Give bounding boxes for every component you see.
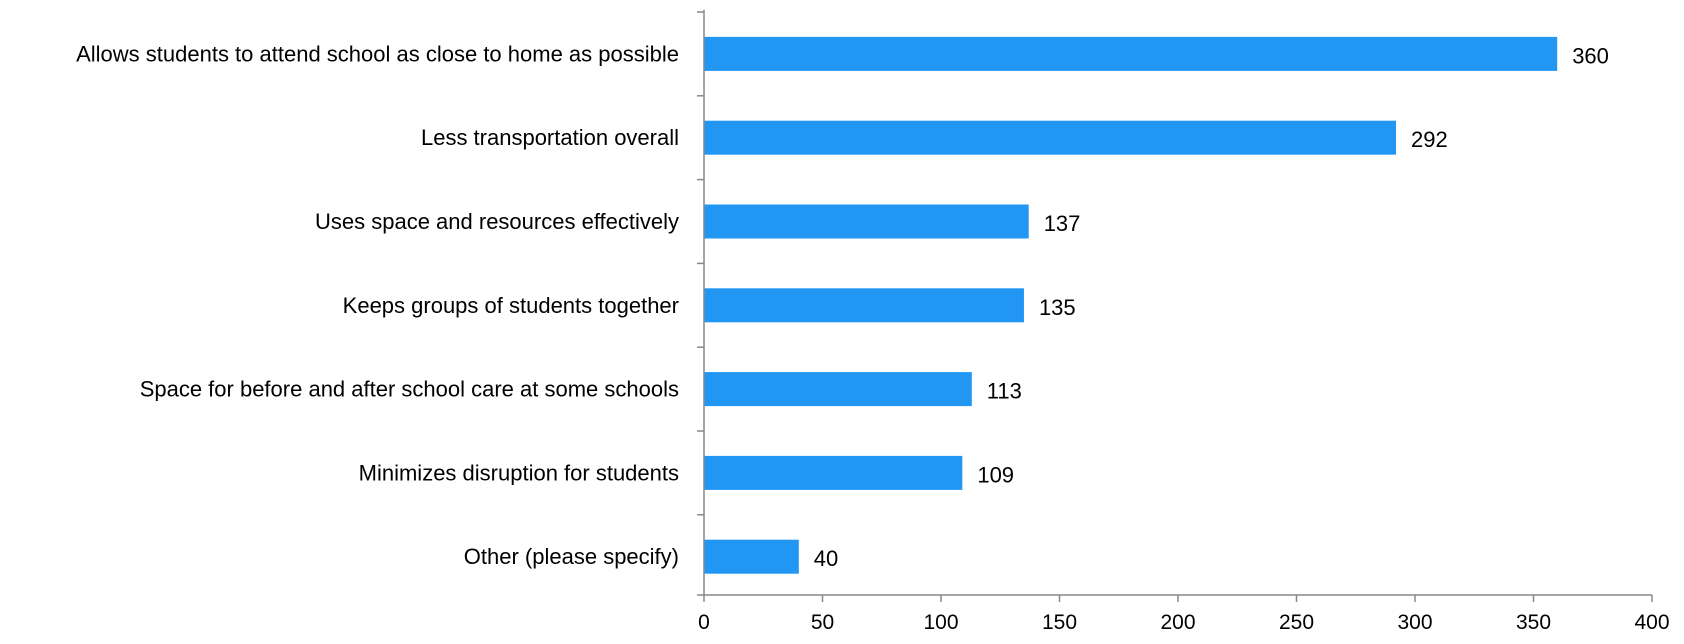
x-tick-label: 400: [1634, 611, 1669, 634]
data-label: 135: [1039, 295, 1076, 320]
data-label: 137: [1044, 211, 1081, 236]
x-tick-label: 200: [1160, 611, 1195, 634]
data-label: 113: [987, 379, 1022, 404]
bar: [704, 204, 1029, 239]
labels-layer: Allows students to attend school as clos…: [76, 41, 1669, 634]
category-label: Less transportation overall: [421, 125, 679, 150]
category-label: Keeps groups of students together: [343, 293, 679, 318]
bar: [704, 36, 1558, 71]
x-tick-label: 300: [1397, 611, 1432, 634]
axes-layer: [697, 10, 1653, 602]
data-label: 292: [1411, 127, 1448, 152]
bar: [704, 120, 1397, 155]
bar: [704, 539, 799, 574]
x-tick-label: 50: [811, 611, 834, 634]
category-label: Uses space and resources effectively: [315, 209, 679, 234]
bar: [704, 455, 963, 490]
data-label: 360: [1572, 43, 1609, 68]
bars-layer: [704, 36, 1558, 574]
data-label: 109: [977, 462, 1014, 487]
x-tick-label: 100: [923, 611, 958, 634]
data-label: 40: [814, 546, 838, 571]
x-tick-label: 150: [1042, 611, 1077, 634]
category-label: Allows students to attend school as clos…: [76, 41, 679, 66]
x-tick-label: 250: [1279, 611, 1314, 634]
category-label: Space for before and after school care a…: [140, 377, 679, 402]
x-tick-label: 0: [698, 611, 710, 634]
bar: [704, 372, 972, 407]
bar: [704, 288, 1024, 323]
x-tick-label: 350: [1516, 611, 1551, 634]
category-label: Other (please specify): [464, 544, 679, 569]
category-label: Minimizes disruption for students: [359, 460, 679, 485]
